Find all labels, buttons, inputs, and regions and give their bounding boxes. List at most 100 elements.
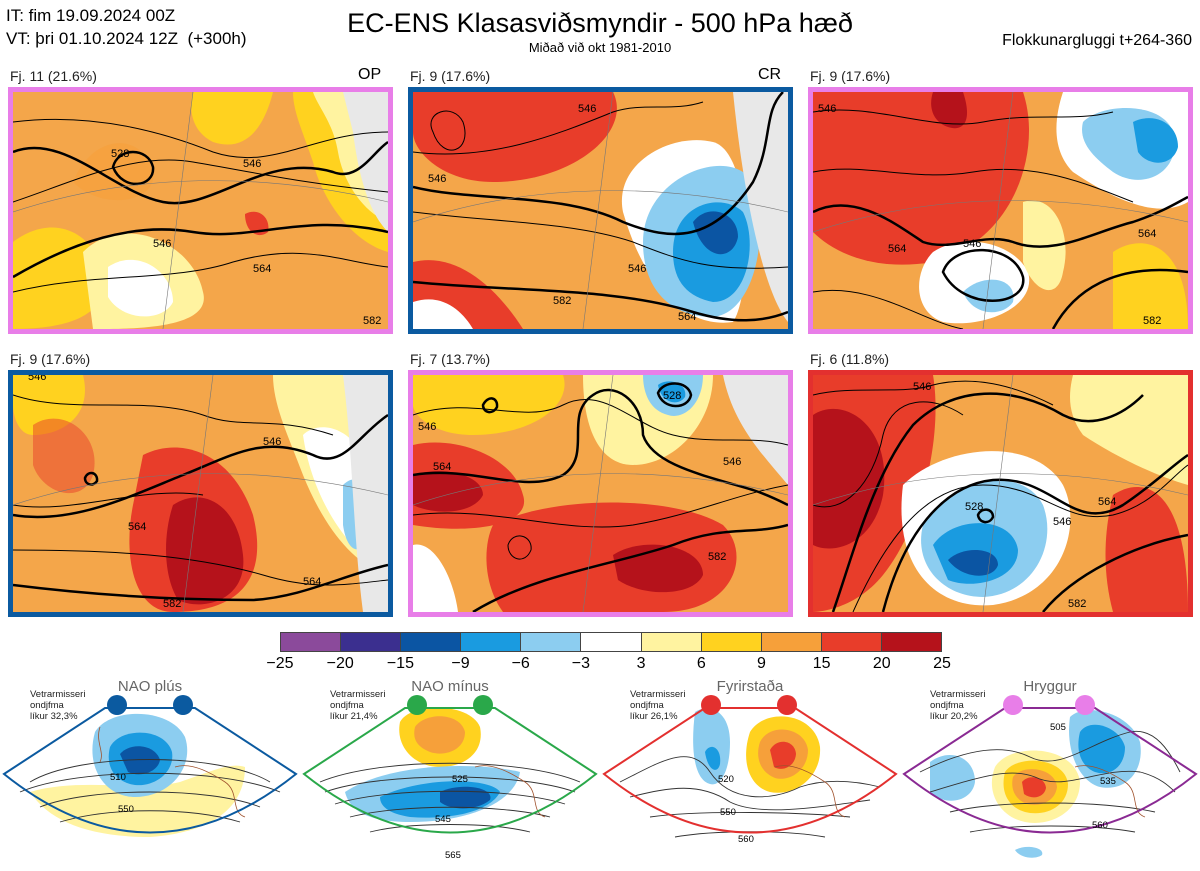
regime-map: 505 535 560: [902, 695, 1198, 858]
header-run-info: IT: fim 19.09.2024 00Z VT: þri 01.10.202…: [6, 4, 247, 50]
contour-line: [813, 168, 1134, 203]
regime-marker: [473, 695, 493, 715]
graticule: [413, 473, 788, 506]
contour-line: [39, 791, 261, 808]
regime-probability: Vetrarmisseri ondjfma líkur 32,3%: [30, 689, 86, 722]
regime-marker: [1003, 695, 1023, 715]
contour-label: 510: [110, 772, 126, 783]
anomaly-positive: [30, 765, 245, 837]
page-subtitle: Miðað við okt 1981-2010: [528, 40, 672, 55]
regime-name: Hryggur: [1023, 678, 1077, 695]
anomaly-strong: [770, 741, 796, 769]
land-greenland: [723, 375, 788, 485]
panel-5-label: Fj. 7 (13.7%): [410, 351, 491, 367]
regime-marker: [173, 695, 193, 715]
contour-line: [949, 802, 1156, 813]
anomaly-very-strong: [413, 471, 483, 512]
contour-line: [813, 380, 1054, 406]
contour-line: [813, 290, 964, 329]
contour-label: 546: [723, 456, 741, 468]
valid-time: VT: þri 01.10.2024 12Z (+300h): [6, 29, 247, 48]
graticule: [582, 375, 614, 612]
contour-line: [29, 759, 271, 783]
land-greenland: [343, 375, 388, 612]
cluster-map-5: 528 546 546 564 582: [408, 370, 793, 617]
contour-label: 546: [263, 436, 281, 448]
cluster-map-1: 528 546 546 564 582: [8, 87, 393, 334]
contour-line: [481, 397, 499, 414]
regime-name: NAO plús: [117, 678, 183, 695]
map-field-2: 546 546 546 564 582: [413, 92, 788, 329]
scale-tick: 9: [757, 655, 766, 672]
contour-label: 546: [153, 238, 171, 250]
contour-label: 560: [738, 834, 754, 845]
contour-line: [852, 464, 1188, 612]
anomaly-negative: [930, 754, 975, 801]
regime-marker: [777, 695, 797, 715]
contour-label: 546: [243, 158, 261, 170]
scale-tick: 25: [933, 655, 951, 672]
contour-label: 520: [718, 774, 734, 785]
classification-window: Flokkunargluggi t+264-360: [1002, 32, 1192, 49]
regime-probability: Vetrarmisseri ondjfma líkur 26,1%: [630, 689, 686, 722]
contour-label: 545: [435, 814, 451, 825]
color-swatch: [881, 633, 942, 651]
anomaly-negative: [705, 746, 721, 770]
graticule: [982, 92, 1014, 329]
anomaly-positive: [191, 92, 273, 145]
contour-label: 564: [253, 263, 271, 275]
contour-label: 560: [1092, 820, 1108, 831]
contour-line: [111, 150, 155, 186]
regime-name: Fyrirstaða: [716, 678, 784, 695]
panel-2-tag: CR: [758, 66, 782, 83]
scale-tick: 6: [696, 655, 706, 672]
panel-4-label: Fj. 9 (17.6%): [10, 351, 91, 367]
contour-line: [319, 762, 581, 783]
graticule: [982, 375, 1014, 612]
contour-line: [413, 280, 788, 322]
anomaly-strong-negative: [120, 746, 160, 775]
anomaly-strong-negative: [693, 211, 738, 255]
scale-tick: −9: [451, 655, 470, 672]
anomaly-strong: [413, 92, 617, 182]
scale-tick: −6: [511, 655, 530, 672]
anomaly-strong: [245, 211, 269, 236]
graticule: [13, 473, 388, 506]
contour-label: 546: [628, 263, 646, 275]
panel-6-label: Fj. 6 (11.8%): [810, 351, 890, 367]
color-scale-legend: [280, 632, 942, 652]
regime-map: 510 550: [2, 695, 298, 837]
contour-label: 535: [1100, 776, 1116, 787]
contour-line: [413, 388, 788, 507]
contour-label: 582: [163, 598, 181, 610]
contour-line: [13, 563, 388, 602]
scale-tick: −25: [266, 655, 294, 672]
contour-label: 564: [303, 576, 321, 588]
contour-line: [941, 248, 1025, 302]
contour-line: [813, 195, 1188, 248]
color-swatch: [401, 633, 462, 651]
coastline: [98, 726, 102, 763]
contour-label: 582: [708, 551, 726, 563]
color-swatch: [281, 633, 342, 651]
contour-label: 564: [128, 521, 146, 533]
cluster-map-4: 546 546 564 564 582: [8, 370, 393, 617]
contour-label: 565: [445, 850, 461, 861]
color-swatch: [581, 633, 642, 651]
graticule: [582, 92, 614, 329]
contour-line: [929, 770, 1176, 793]
contour-label: 546: [1053, 516, 1071, 528]
anomaly-neutral: [413, 299, 473, 329]
contour-line: [919, 730, 1181, 773]
panel-1-label: Fj. 11 (21.6%): [10, 68, 97, 84]
color-swatch: [341, 633, 402, 651]
contour-line: [430, 110, 466, 151]
contour-line: [413, 101, 704, 155]
contour-line: [619, 756, 881, 798]
contour-line: [969, 825, 1136, 833]
contour-label: 546: [28, 375, 46, 383]
graticule: [813, 473, 1188, 506]
regime-probability: Vetrarmisseri ondjfma líkur 20,2%: [930, 689, 986, 722]
page-title: EC-ENS Klasasviðsmyndir - 500 hPa hæð: [347, 8, 853, 38]
regime-marker: [701, 695, 721, 715]
